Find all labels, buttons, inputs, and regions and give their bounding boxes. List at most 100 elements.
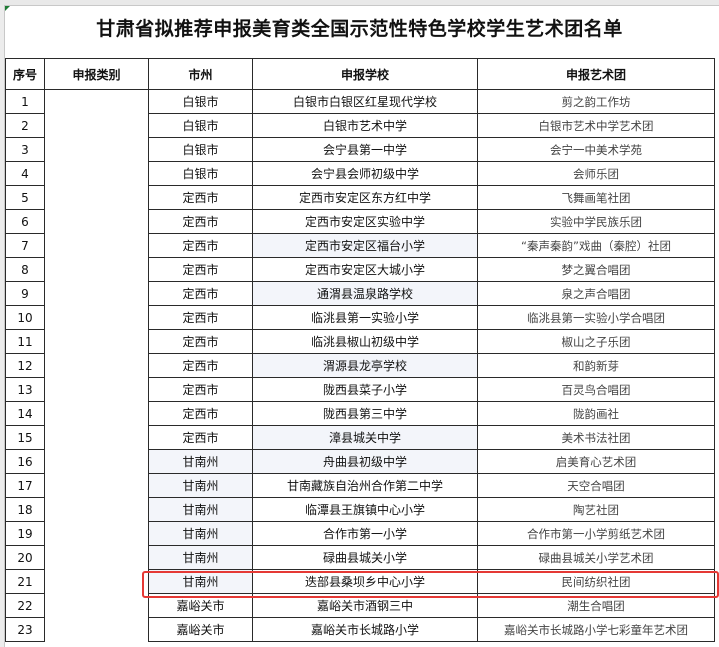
cell-city[interactable]: 定西市 [148,233,253,258]
cell-city[interactable]: 定西市 [148,329,253,354]
cell-troupe[interactable]: 天空合唱团 [477,473,715,498]
cell-troupe[interactable]: 碌曲县城关小学艺术团 [477,545,715,570]
sheet-title[interactable]: 甘肃省拟推荐申报美育类全国示范性特色学校学生艺术团名单 [96,18,623,40]
cell-no[interactable]: 21 [5,569,45,594]
cell-no[interactable]: 13 [5,377,45,402]
cell-troupe[interactable]: 实验中学民族乐团 [477,209,715,234]
cell-no[interactable]: 19 [5,521,45,546]
cell-no[interactable]: 12 [5,353,45,378]
cell-troupe[interactable]: 启美育心艺术团 [477,449,715,474]
cell-school[interactable]: 定西市安定区福台小学 [252,233,478,258]
cell-city[interactable]: 定西市 [148,209,253,234]
cell-troupe[interactable]: 合作市第一小学剪纸艺术团 [477,521,715,546]
cell-city[interactable]: 甘南州 [148,449,253,474]
cell-school[interactable]: 定西市安定区大城小学 [252,257,478,282]
cell-school[interactable]: 迭部县桑坝乡中心小学 [252,569,478,594]
cell-troupe[interactable]: 椒山之子乐团 [477,329,715,354]
cell-city[interactable]: 白银市 [148,137,253,162]
cell-no[interactable]: 18 [5,497,45,522]
cell-troupe[interactable]: 潮生合唱团 [477,593,715,618]
cell-no[interactable]: 20 [5,545,45,570]
cell-troupe[interactable]: 飞舞画笔社团 [477,185,715,210]
header-no[interactable]: 序号 [5,58,45,90]
cell-city[interactable]: 甘南州 [148,497,253,522]
header-school[interactable]: 申报学校 [252,58,478,90]
cell-city[interactable]: 定西市 [148,425,253,450]
cell-troupe[interactable]: 梦之翼合唱团 [477,257,715,282]
cell-city[interactable]: 白银市 [148,113,253,138]
cell-school[interactable]: 白银市白银区红星现代学校 [252,89,478,114]
cell-school[interactable]: 通渭县温泉路学校 [252,281,478,306]
cell-school[interactable]: 渭源县龙亭学校 [252,353,478,378]
table-row: 12 定西市 渭源县龙亭学校 和韵新芽 [5,353,715,378]
cell-no[interactable]: 2 [5,113,45,138]
cell-troupe[interactable]: 临洮县第一实验小学合唱团 [477,305,715,330]
cell-no[interactable]: 5 [5,185,45,210]
cell-city[interactable]: 定西市 [148,281,253,306]
cell-troupe[interactable]: 和韵新芽 [477,353,715,378]
cell-no[interactable]: 10 [5,305,45,330]
cell-troupe[interactable]: 嘉峪关市长城路小学七彩童年艺术团 [477,617,715,642]
header-troupe[interactable]: 申报艺术团 [477,58,715,90]
cell-city[interactable]: 定西市 [148,305,253,330]
cell-school[interactable]: 陇西县第三中学 [252,401,478,426]
cell-troupe[interactable]: 会宁一中美术学苑 [477,137,715,162]
header-category[interactable]: 申报类别 [44,58,149,90]
cell-city[interactable]: 定西市 [148,185,253,210]
cell-no[interactable]: 14 [5,401,45,426]
cell-school[interactable]: 嘉峪关市长城路小学 [252,617,478,642]
cell-school[interactable]: 白银市艺术中学 [252,113,478,138]
cell-no[interactable]: 9 [5,281,45,306]
cell-troupe[interactable]: 民间纺织社团 [477,569,715,594]
cell-school[interactable]: 会宁县会师初级中学 [252,161,478,186]
cell-city[interactable]: 嘉峪关市 [148,617,253,642]
cell-no[interactable]: 23 [5,617,45,642]
cell-troupe[interactable]: 美术书法社团 [477,425,715,450]
cell-category-merged[interactable] [44,89,149,642]
cell-city[interactable]: 白银市 [148,161,253,186]
cell-no[interactable]: 8 [5,257,45,282]
cell-no[interactable]: 1 [5,89,45,114]
cell-school[interactable]: 漳县城关中学 [252,425,478,450]
cell-school[interactable]: 甘南藏族自治州合作第二中学 [252,473,478,498]
cell-troupe[interactable]: 陶艺社团 [477,497,715,522]
cell-troupe[interactable]: 陇韵画社 [477,401,715,426]
cell-no[interactable]: 3 [5,137,45,162]
cell-city[interactable]: 甘南州 [148,545,253,570]
cell-school[interactable]: 合作市第一小学 [252,521,478,546]
cell-city[interactable]: 嘉峪关市 [148,593,253,618]
cell-school[interactable]: 嘉峪关市酒钢三中 [252,593,478,618]
cell-troupe[interactable]: 泉之声合唱团 [477,281,715,306]
cell-no[interactable]: 7 [5,233,45,258]
cell-no[interactable]: 11 [5,329,45,354]
cell-school[interactable]: 临潭县王旗镇中心小学 [252,497,478,522]
cell-school[interactable]: 定西市安定区实验中学 [252,209,478,234]
cell-city[interactable]: 定西市 [148,377,253,402]
cell-city[interactable]: 定西市 [148,257,253,282]
cell-troupe[interactable]: 会师乐团 [477,161,715,186]
cell-troupe[interactable]: 剪之韵工作坊 [477,89,715,114]
cell-troupe[interactable]: “秦声秦韵”戏曲（秦腔）社团 [477,233,715,258]
cell-school[interactable]: 舟曲县初级中学 [252,449,478,474]
cell-no[interactable]: 16 [5,449,45,474]
cell-school[interactable]: 会宁县第一中学 [252,137,478,162]
cell-no[interactable]: 4 [5,161,45,186]
cell-school[interactable]: 临洮县第一实验小学 [252,305,478,330]
cell-school[interactable]: 碌曲县城关小学 [252,545,478,570]
cell-city[interactable]: 甘南州 [148,473,253,498]
cell-no[interactable]: 17 [5,473,45,498]
cell-city[interactable]: 白银市 [148,89,253,114]
cell-city[interactable]: 定西市 [148,353,253,378]
header-city[interactable]: 市州 [148,58,253,90]
cell-city[interactable]: 甘南州 [148,521,253,546]
cell-no[interactable]: 15 [5,425,45,450]
cell-no[interactable]: 6 [5,209,45,234]
cell-school[interactable]: 定西市安定区东方红中学 [252,185,478,210]
cell-troupe[interactable]: 白银市艺术中学艺术团 [477,113,715,138]
cell-school[interactable]: 临洮县椒山初级中学 [252,329,478,354]
cell-school[interactable]: 陇西县菜子小学 [252,377,478,402]
cell-city[interactable]: 甘南州 [148,569,253,594]
cell-city[interactable]: 定西市 [148,401,253,426]
cell-troupe[interactable]: 百灵鸟合唱团 [477,377,715,402]
cell-no[interactable]: 22 [5,593,45,618]
